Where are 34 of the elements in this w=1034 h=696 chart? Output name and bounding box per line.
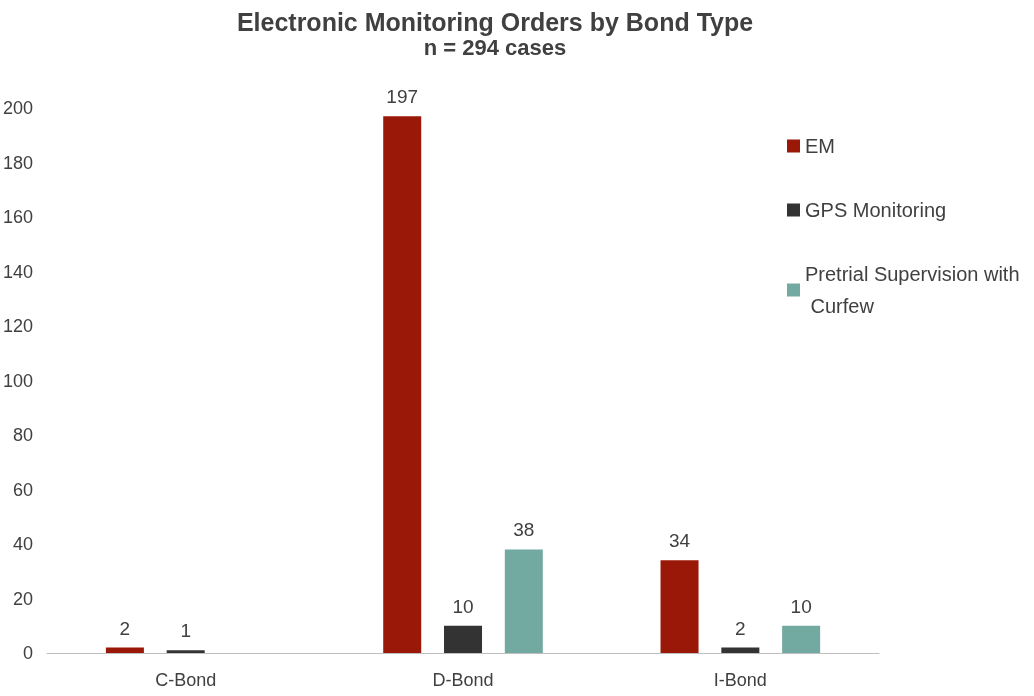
x-tick-label: D-Bond [432,670,494,690]
x-tick-label: C-Bond [155,670,217,690]
legend-label: Pretrial Supervision with Curfew [805,263,1020,317]
x-tick-label: I-Bond [713,670,767,690]
data-label: 38 [513,519,535,541]
data-label: 2 [735,617,746,639]
bar [504,549,543,653]
legend-label: GPS Monitoring [805,199,947,221]
y-tick-label: 140 [2,261,34,282]
data-label: 10 [452,595,474,617]
bar [660,560,699,653]
data-label: 197 [386,86,419,108]
bar [383,116,422,653]
bar [721,647,760,653]
bar [166,650,205,653]
y-tick-label: 160 [2,207,34,227]
y-tick-label: 200 [2,98,34,118]
y-tick-label: 100 [2,370,34,391]
legend-label: EM [805,135,835,157]
data-label: 10 [790,595,812,617]
chart-title: Electronic Monitoring Orders by Bond Type [236,7,754,36]
y-tick-label: 180 [2,152,34,173]
y-tick-label: 60 [13,479,34,500]
data-label: 2 [119,617,131,639]
data-label: 34 [668,530,691,552]
y-tick-label: 80 [13,425,34,445]
y-tick-label: 0 [23,643,34,663]
y-tick-label: 20 [13,588,34,609]
y-tick-label: 40 [13,534,34,554]
bar [105,647,144,653]
data-label: 1 [180,620,191,642]
bar [782,625,821,653]
y-tick-label: 120 [2,316,34,336]
bar [444,625,483,653]
